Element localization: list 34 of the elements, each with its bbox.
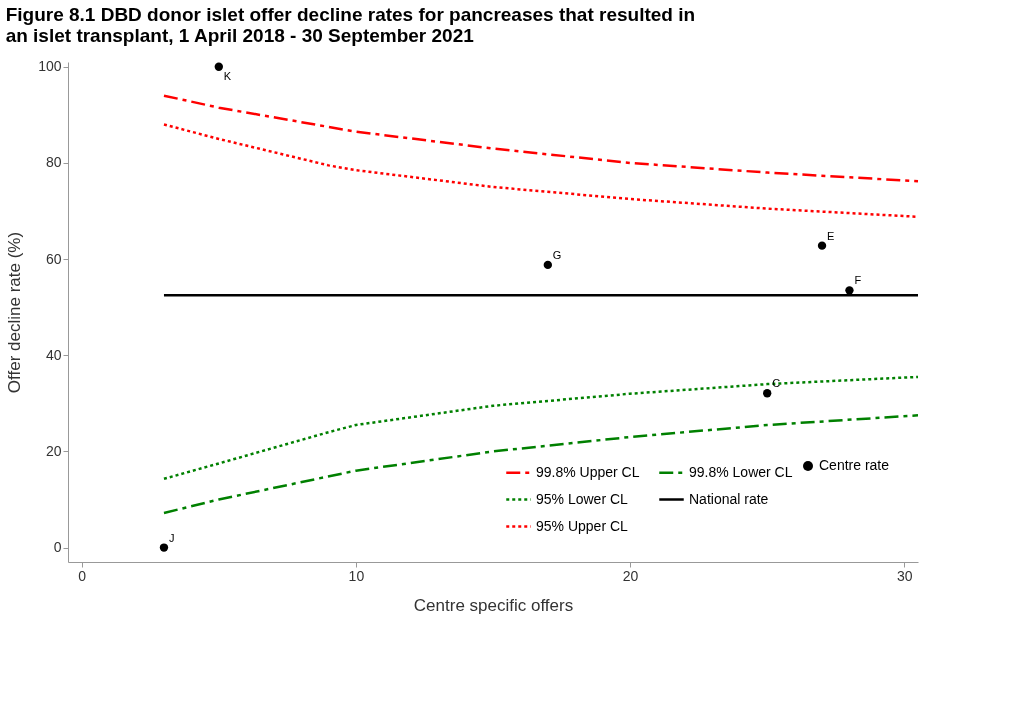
legend-label: 95% Lower CL — [536, 490, 629, 507]
y-tick-label: 20 — [45, 442, 62, 459]
y-tick-label: 0 — [53, 539, 62, 556]
x-axis-title: Centre specific offers — [413, 595, 574, 615]
point — [763, 389, 772, 398]
annotation: C — [772, 377, 781, 390]
annotation: J — [168, 531, 175, 544]
point — [817, 241, 827, 250]
x-tick-label: 0 — [78, 567, 87, 584]
legend-label: Centre rate — [819, 457, 890, 473]
chart-title: Figure 8.1 DBD donor islet offer decline rates for pancreases that resulted in an islet transplant, 1 April 2018 - 30 September 2021 — [5, 3, 696, 46]
x-tick-label: 30 — [897, 567, 913, 584]
point — [214, 62, 223, 71]
point — [159, 543, 169, 552]
line-series — [162, 94, 920, 183]
y-tick-label: 60 — [45, 250, 62, 267]
y-tick-label: 80 — [45, 154, 62, 171]
y-tick-label: 100 — [38, 58, 62, 75]
x-tick-label: 20 — [622, 567, 639, 584]
y-axis-title: Offer decline rate (%) — [5, 231, 25, 394]
x-tick-label: 10 — [348, 567, 365, 584]
legend-label: 99.8% Lower CL — [689, 463, 793, 480]
y-tick-label: 40 — [45, 346, 62, 363]
annotation: E — [827, 229, 835, 242]
point — [543, 260, 553, 270]
line-series — [162, 414, 920, 515]
annotation: G — [552, 248, 562, 261]
annotation: K — [223, 69, 232, 82]
legend-label: 99.8% Upper CL — [536, 463, 640, 480]
point — [845, 286, 854, 295]
annotation: F — [854, 274, 862, 287]
line-series — [162, 375, 920, 481]
legend-label: 95% Upper CL — [536, 517, 629, 534]
legend-label: National rate — [689, 490, 769, 507]
